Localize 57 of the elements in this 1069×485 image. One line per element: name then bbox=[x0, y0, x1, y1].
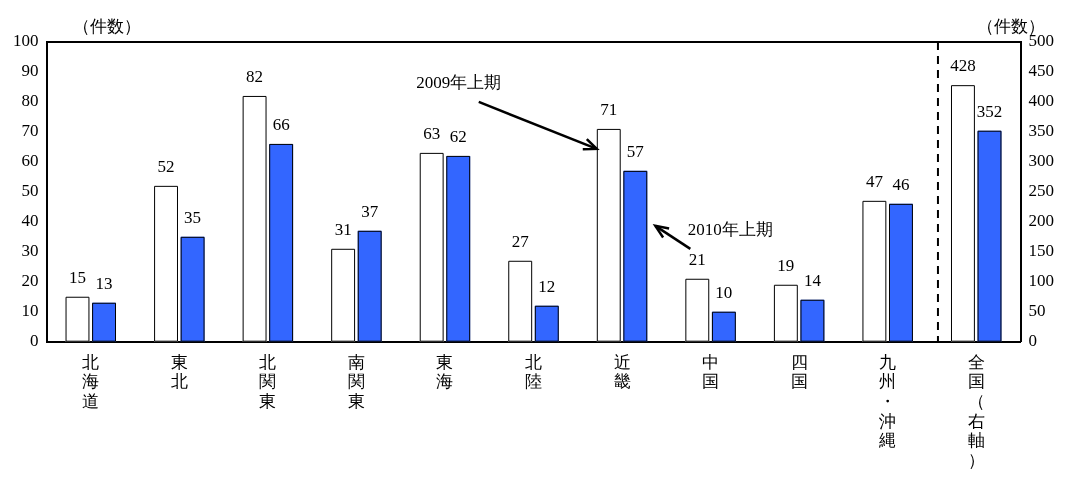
data-label: 47 bbox=[865, 171, 884, 191]
data-label: 37 bbox=[361, 201, 379, 221]
data-label: 46 bbox=[892, 174, 910, 194]
y2-tick-label: 300 bbox=[1028, 151, 1054, 171]
x-tick-label: 南関東 bbox=[347, 352, 365, 412]
x-tick-label: 四国 bbox=[790, 352, 808, 392]
y2-tick-label: 250 bbox=[1028, 181, 1054, 201]
data-label: 15 bbox=[68, 267, 86, 287]
y-axis-title: （件数） bbox=[72, 16, 141, 36]
x-tick-label: 近畿 bbox=[613, 352, 631, 392]
y-tick-label: 40 bbox=[21, 211, 39, 231]
y2-tick-label: 100 bbox=[1028, 271, 1054, 291]
data-label: 21 bbox=[688, 249, 706, 269]
data-label: 12 bbox=[538, 276, 556, 296]
x-tick-label: 北海道 bbox=[82, 352, 100, 412]
y-tick-label: 100 bbox=[13, 31, 39, 51]
y2-tick-label: 450 bbox=[1028, 61, 1054, 81]
y-tick-label: 90 bbox=[21, 61, 39, 81]
x-tick-label: 全国（右軸） bbox=[967, 352, 985, 470]
data-label: 82 bbox=[246, 66, 264, 86]
data-label: 13 bbox=[95, 273, 113, 293]
text: 2010年上期 bbox=[687, 220, 773, 240]
y-tick-label: 70 bbox=[21, 121, 39, 141]
data-label: 63 bbox=[423, 123, 441, 143]
data-label: 352 bbox=[976, 101, 1003, 121]
y-tick-label: 60 bbox=[21, 151, 39, 171]
x-tick-label: 中国 bbox=[702, 352, 720, 392]
data-label: 52 bbox=[157, 156, 175, 176]
data-label: 31 bbox=[334, 219, 352, 239]
data-label: 428 bbox=[950, 56, 976, 76]
data-label: 35 bbox=[184, 207, 202, 227]
y2-tick-label: 200 bbox=[1028, 211, 1054, 231]
x-tick-label: 北陸 bbox=[525, 352, 542, 392]
data-label: 27 bbox=[511, 231, 530, 251]
data-label: 71 bbox=[600, 99, 618, 119]
data-label: 14 bbox=[803, 270, 822, 290]
x-tick-label: 北関東 bbox=[259, 352, 277, 412]
y2-tick-label: 150 bbox=[1028, 241, 1054, 261]
y-tick-label: 0 bbox=[30, 331, 39, 351]
y2-tick-label: 0 bbox=[1028, 331, 1037, 351]
data-label: 57 bbox=[626, 141, 645, 161]
y-tick-label: 30 bbox=[21, 241, 39, 261]
x-tick-label: 東北 bbox=[170, 352, 188, 392]
y2-tick-label: 50 bbox=[1028, 301, 1046, 321]
data-label: 66 bbox=[272, 114, 290, 134]
y2-tick-label: 350 bbox=[1028, 121, 1054, 141]
x-tick-label: 九州・沖縄 bbox=[878, 352, 897, 451]
y-tick-label: 10 bbox=[21, 301, 39, 321]
data-label: 19 bbox=[777, 255, 795, 275]
data-label: 10 bbox=[715, 282, 733, 302]
y-tick-label: 20 bbox=[21, 271, 39, 291]
x-tick-label: 東海 bbox=[436, 352, 454, 392]
data-label: 62 bbox=[449, 126, 467, 146]
y-tick-label: 50 bbox=[21, 181, 39, 201]
y2-tick-label: 400 bbox=[1028, 91, 1054, 111]
text: 2009年上期 bbox=[416, 73, 502, 93]
y-tick-label: 80 bbox=[21, 91, 39, 111]
